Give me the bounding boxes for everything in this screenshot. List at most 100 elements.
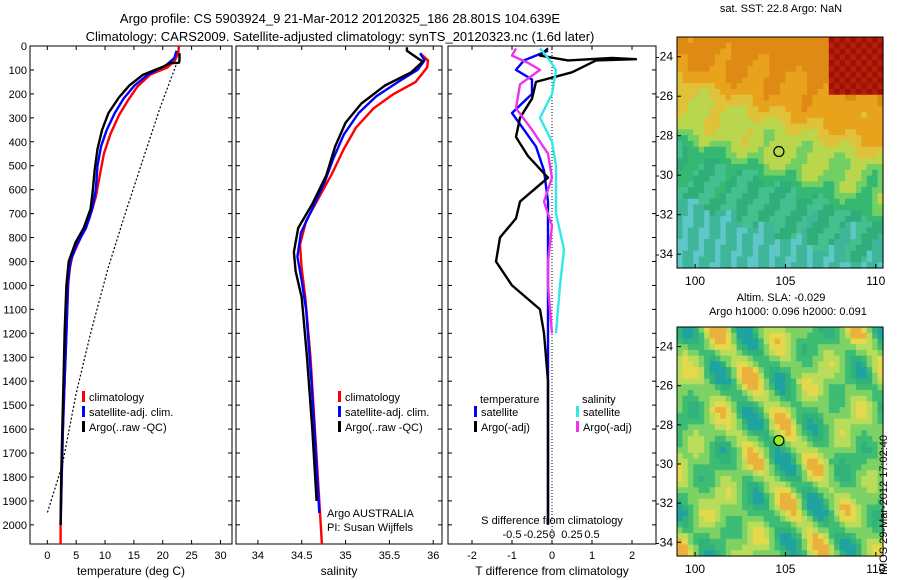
map-cell <box>752 510 759 517</box>
map-cell <box>752 42 759 50</box>
map-cell <box>828 544 835 551</box>
map-cell <box>790 204 797 211</box>
map-cell <box>769 430 776 437</box>
map-cell <box>834 112 841 119</box>
x-tick-label: 34.5 <box>291 550 312 562</box>
map-cell <box>736 244 743 252</box>
map-cell <box>785 475 792 483</box>
map-cell <box>785 372 792 380</box>
map-cell <box>845 487 852 494</box>
map-cell <box>790 401 797 408</box>
map-cell <box>845 344 852 351</box>
map-cell <box>769 332 776 340</box>
map-cell <box>866 418 873 425</box>
map-cell <box>731 37 738 44</box>
map-cell <box>823 146 830 154</box>
map-cell <box>877 198 884 206</box>
map-cell <box>677 192 684 200</box>
map-cell <box>780 550 787 557</box>
map-cell <box>742 198 749 206</box>
map-cell <box>817 401 824 408</box>
map-cell <box>807 88 814 96</box>
map-cell <box>807 65 814 73</box>
map-cell <box>801 458 808 465</box>
map-cell <box>704 65 711 73</box>
map-cell <box>742 332 749 340</box>
map-cell <box>790 452 797 460</box>
map-cell <box>698 54 705 61</box>
y-tick-label: 600 <box>9 185 27 197</box>
map-cell <box>855 204 862 211</box>
map-cell <box>872 54 879 61</box>
map-cell <box>828 389 835 397</box>
map-cell <box>877 65 884 73</box>
map-cell <box>725 123 732 131</box>
map-cell <box>828 527 835 534</box>
map-cell <box>780 37 787 44</box>
map-cell <box>677 83 684 90</box>
map-cell <box>812 378 819 385</box>
map-cell <box>742 361 749 368</box>
map-cell <box>845 475 852 483</box>
map-cell <box>720 262 727 269</box>
map-cell <box>693 239 700 246</box>
map-cell <box>801 256 808 263</box>
map-cell <box>855 407 862 414</box>
map-cell <box>855 164 862 171</box>
map-cell <box>687 361 694 368</box>
map-cell <box>693 487 700 494</box>
map-cell <box>693 175 700 182</box>
map-cell <box>720 135 727 142</box>
map-cell <box>828 221 835 229</box>
map-cell <box>845 187 852 194</box>
map-cell <box>872 527 879 534</box>
map-cell <box>790 175 797 182</box>
map-cell <box>758 164 765 171</box>
map-cell <box>828 135 835 142</box>
map-cell <box>861 430 868 437</box>
map-cell <box>752 239 759 246</box>
map-cell <box>828 88 835 96</box>
y-tick-label: 400 <box>9 137 27 149</box>
map-cell <box>807 550 814 557</box>
map-cell <box>742 192 749 200</box>
map-cell <box>709 361 716 368</box>
map-cell <box>801 481 808 488</box>
map-cell <box>855 544 862 551</box>
map-cell <box>807 332 814 340</box>
map-cell <box>742 372 749 380</box>
salinity-panel: 34 34.5 35 35.5 36salinityclimatologysatelli… <box>235 45 443 578</box>
map-y-tick-label: -24 <box>656 340 674 354</box>
map-cell <box>752 88 759 96</box>
map-cell <box>823 435 830 443</box>
legend-swatch <box>82 391 85 402</box>
map-cell <box>714 430 721 437</box>
map-cell <box>817 464 824 471</box>
map-cell <box>747 106 754 113</box>
map-cell <box>698 204 705 211</box>
map-cell <box>834 367 841 374</box>
map-cell <box>693 464 700 471</box>
map-cell <box>736 407 743 414</box>
map-cell <box>845 389 852 397</box>
map-cell <box>850 487 857 494</box>
map-cell <box>812 250 819 258</box>
map-cell <box>769 123 776 131</box>
map-cell <box>714 521 721 528</box>
map-cell <box>687 106 694 113</box>
map-cell <box>769 106 776 113</box>
map-cell <box>677 239 684 246</box>
map-cell <box>693 521 700 528</box>
map-cell <box>704 504 711 511</box>
map-cell <box>839 233 846 240</box>
map-cell <box>742 60 749 67</box>
map-cell <box>763 441 770 448</box>
map-cell <box>828 77 835 84</box>
map-cell <box>752 71 759 79</box>
map-cell <box>682 401 689 408</box>
map-cell <box>769 538 776 546</box>
map-cell <box>861 187 868 194</box>
map-cell <box>763 152 770 159</box>
map-cell <box>796 42 803 50</box>
map-cell <box>763 424 770 431</box>
